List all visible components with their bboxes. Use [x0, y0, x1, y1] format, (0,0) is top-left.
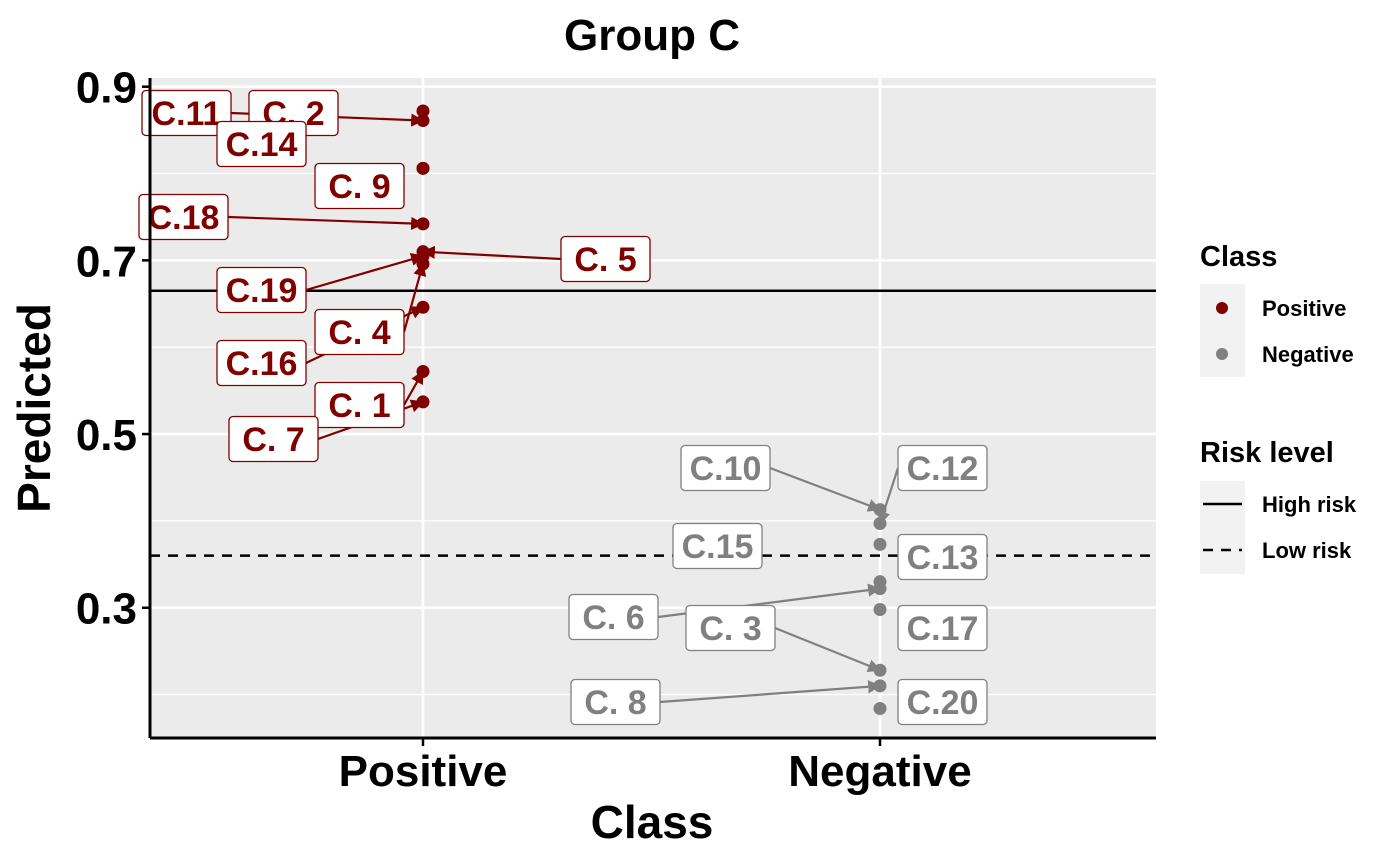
data-points [416, 104, 887, 715]
label-connector [402, 262, 427, 333]
legend-risk: Risk level High risk Low risk [1200, 437, 1357, 574]
data-point [873, 537, 887, 551]
label-connector [659, 680, 882, 704]
legend-risk-title: Risk level [1200, 437, 1334, 469]
label-connector [774, 626, 882, 672]
label-box [897, 444, 988, 492]
data-point [873, 602, 887, 616]
point-label: C. 1 [328, 387, 390, 425]
data-point [416, 161, 430, 175]
label-box [228, 415, 319, 463]
legend-class-keys-bg [1200, 284, 1245, 377]
label-box [672, 522, 763, 570]
label-box [216, 120, 307, 168]
y-tick-label: 0.5 [76, 411, 137, 460]
label-box [216, 339, 307, 387]
y-tick-label: 0.3 [76, 585, 137, 634]
label-box [570, 678, 661, 726]
point-label: C.15 [682, 528, 754, 566]
legend-class: Class Positive Negative [1200, 241, 1354, 377]
legend-negative-label: Negative [1262, 342, 1354, 367]
label-box [314, 381, 405, 429]
point-label: C.14 [226, 126, 298, 164]
legend-class-title: Class [1200, 241, 1277, 273]
x-axis-title: Class [591, 796, 714, 848]
data-point [873, 663, 887, 677]
chart-title: Group C [564, 11, 740, 60]
point-label: C.18 [148, 199, 220, 237]
point-label: C.17 [907, 610, 979, 648]
label-box [314, 162, 405, 210]
data-point [873, 503, 887, 517]
data-point [873, 517, 887, 530]
data-point [416, 300, 430, 314]
label-box [216, 266, 307, 314]
x-tick-label: Negative [788, 747, 971, 796]
label-box [560, 235, 651, 283]
point-label: C.11 [152, 95, 222, 133]
data-point [416, 114, 430, 128]
label-box [685, 604, 776, 652]
y-ticks: 0.3 0.5 0.7 0.9 [76, 64, 150, 634]
label-box [568, 593, 659, 641]
label-box [314, 308, 405, 356]
legend-positive-key [1216, 302, 1228, 314]
legend-negative-key [1216, 348, 1228, 360]
point-label: C.12 [907, 450, 979, 488]
data-point [416, 395, 430, 409]
label-connector [227, 215, 425, 231]
label-box [138, 193, 229, 241]
point-labels: C. 2C.11C.14C. 9C.18C. 5C.19C. 4C.16C. 1… [138, 89, 988, 726]
legend-high-risk-label: High risk [1262, 492, 1357, 517]
label-box [897, 678, 988, 726]
label-box [680, 444, 771, 492]
y-axis-title: Predicted [8, 303, 60, 513]
label-box [897, 604, 988, 652]
label-connector [769, 466, 882, 512]
point-label: C. 3 [699, 610, 761, 648]
point-label: C. 6 [582, 599, 644, 637]
point-label: C. 8 [584, 684, 646, 722]
point-label: C. 7 [242, 421, 304, 459]
data-point [416, 104, 430, 118]
y-tick-label: 0.7 [76, 237, 137, 286]
legend-positive-label: Positive [1262, 296, 1346, 321]
data-point [873, 679, 887, 693]
reference-lines [150, 289, 1156, 557]
x-tick-label: Positive [339, 747, 508, 796]
data-point [873, 582, 887, 596]
point-label: C.20 [907, 684, 979, 722]
label-connector [421, 245, 562, 261]
data-point [416, 217, 430, 231]
legend-risk-keys-bg [1200, 481, 1245, 574]
point-label: C. 9 [328, 168, 390, 206]
legend-low-risk-label: Low risk [1262, 538, 1352, 563]
x-ticks: Positive Negative [339, 738, 972, 796]
label-box [141, 89, 232, 137]
label-connector [305, 253, 425, 292]
label-box [897, 533, 988, 581]
point-label: C. 5 [574, 241, 636, 279]
data-point [873, 701, 887, 715]
point-label: C.16 [226, 345, 298, 383]
data-point [416, 257, 430, 271]
y-tick-label: 0.9 [76, 64, 137, 113]
data-point [416, 365, 430, 379]
point-label: C.10 [690, 450, 762, 488]
point-label: C.19 [226, 272, 298, 310]
point-label: C. 4 [328, 314, 390, 352]
point-label: C.13 [907, 539, 979, 577]
